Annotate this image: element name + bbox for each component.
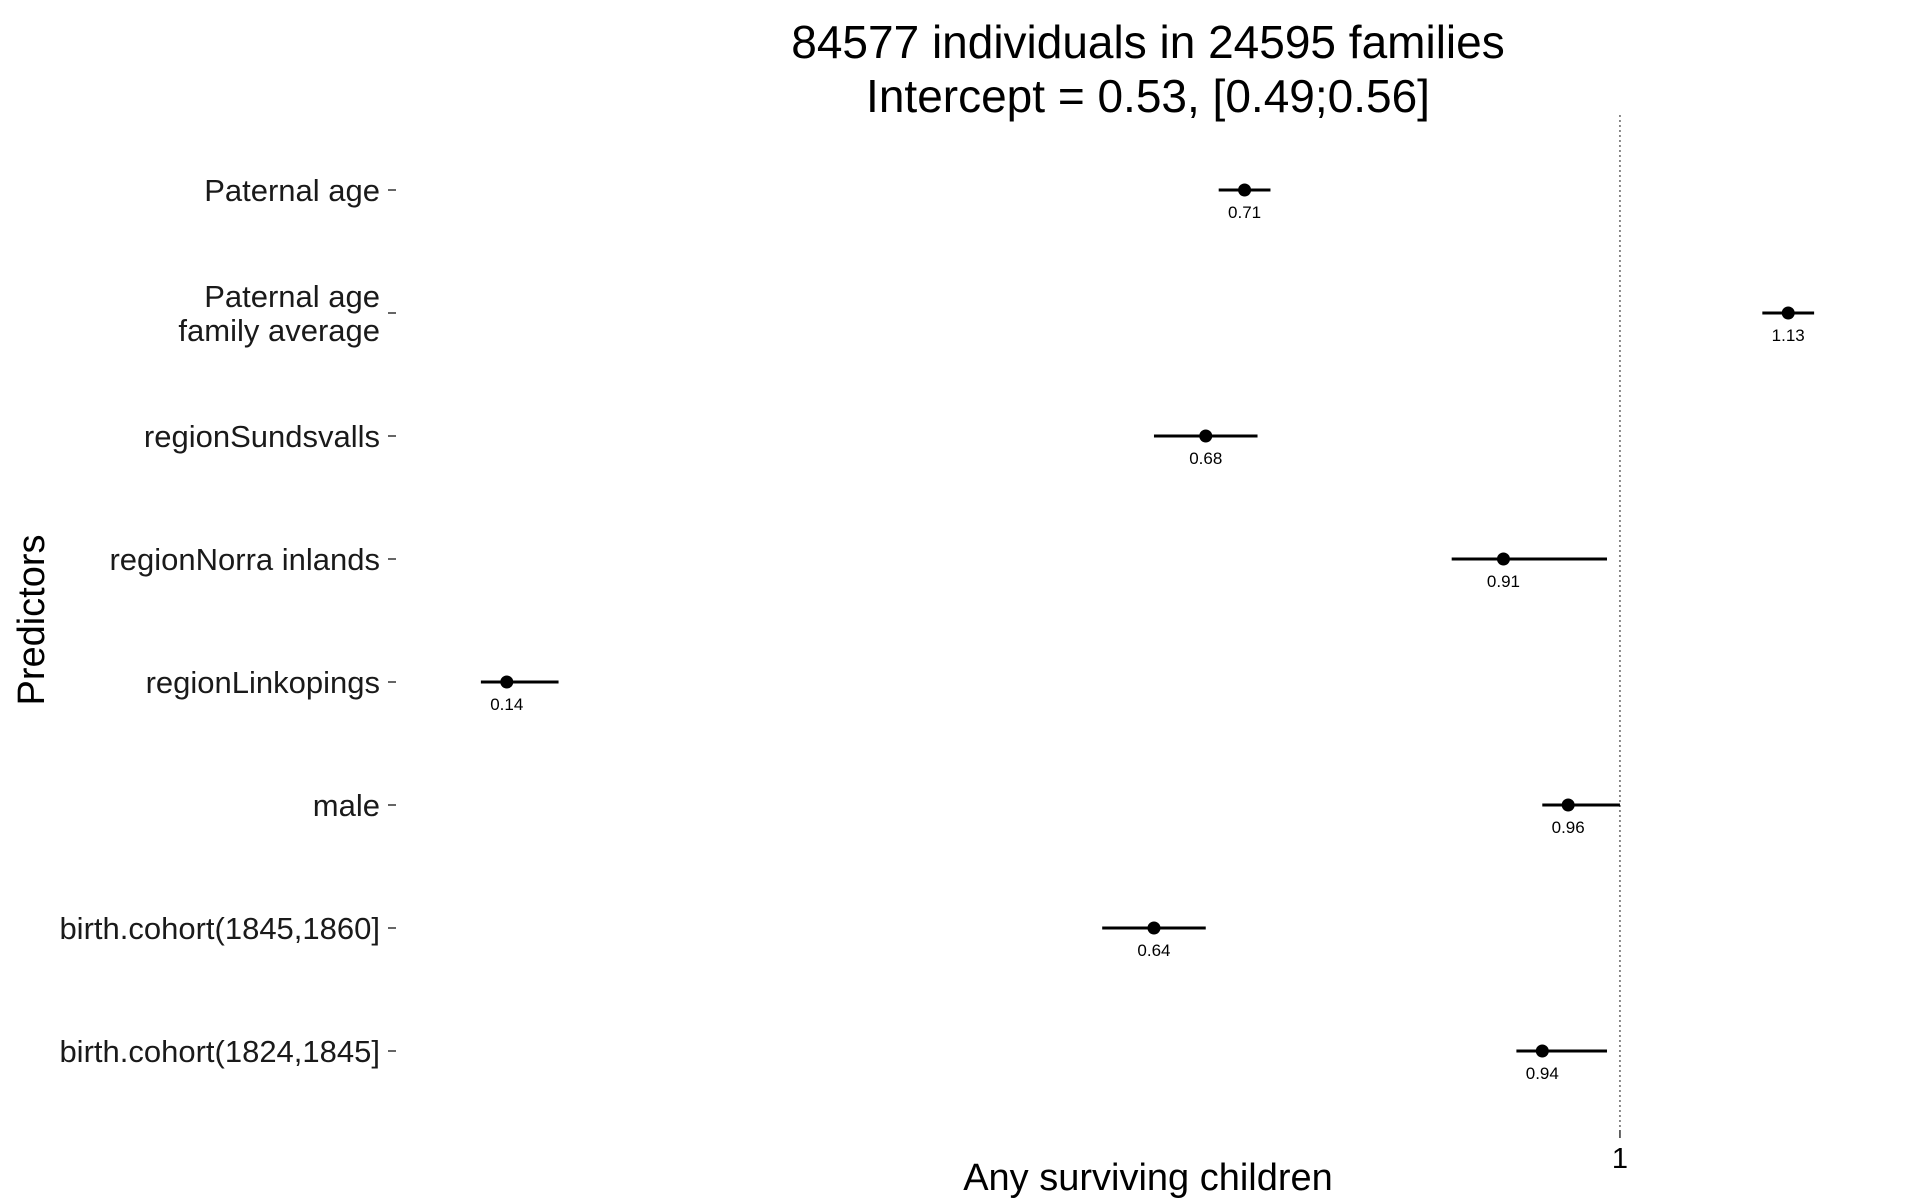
point-estimate bbox=[1238, 183, 1252, 197]
value-label: 0.14 bbox=[490, 695, 523, 714]
point-estimate bbox=[1199, 429, 1213, 443]
value-label: 0.91 bbox=[1487, 572, 1520, 591]
x-axis-title: Any surviving children bbox=[963, 1157, 1333, 1199]
y-tick-label: male bbox=[313, 788, 380, 823]
y-axis-title: Predictors bbox=[11, 534, 53, 705]
value-label: 0.96 bbox=[1552, 818, 1585, 837]
y-tick-label: birth.cohort(1824,1845] bbox=[59, 1034, 380, 1069]
value-label: 0.94 bbox=[1526, 1064, 1559, 1083]
point-estimate bbox=[1496, 552, 1510, 566]
point-estimate bbox=[1561, 798, 1575, 812]
chart-title: 84577 individuals in 24595 families bbox=[791, 16, 1504, 68]
y-tick-label: regionLinkopings bbox=[146, 665, 380, 700]
value-label: 0.64 bbox=[1137, 941, 1170, 960]
y-tick-label: regionNorra inlands bbox=[109, 542, 380, 577]
point-estimate bbox=[1535, 1044, 1549, 1058]
y-tick-label: regionSundsvalls bbox=[144, 419, 380, 454]
y-tick-label: birth.cohort(1845,1860] bbox=[59, 911, 380, 946]
point-estimate bbox=[1147, 921, 1161, 935]
x-tick-label: 1 bbox=[1612, 1143, 1628, 1175]
value-label: 0.68 bbox=[1189, 449, 1222, 468]
chart-subtitle: Intercept = 0.53, [0.49;0.56] bbox=[866, 70, 1430, 122]
value-label: 1.13 bbox=[1772, 326, 1805, 345]
point-estimate bbox=[1781, 306, 1795, 320]
y-tick-label: family average bbox=[178, 313, 380, 348]
value-label: 0.71 bbox=[1228, 203, 1261, 222]
point-estimate bbox=[500, 675, 514, 689]
y-tick-label: Paternal age bbox=[204, 173, 380, 208]
y-tick-label: Paternal age bbox=[204, 279, 380, 314]
